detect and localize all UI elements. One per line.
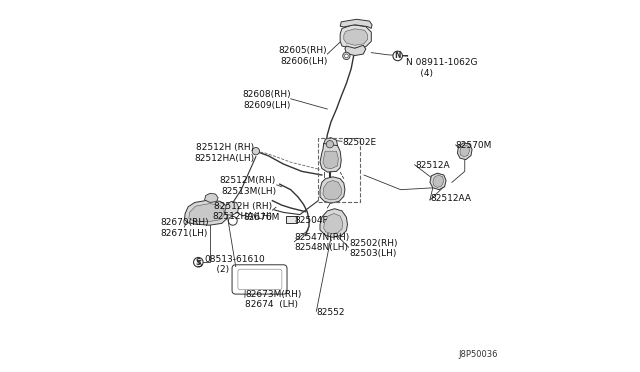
Circle shape [393, 51, 403, 61]
Text: 08513-61610
    (2): 08513-61610 (2) [205, 255, 266, 275]
Polygon shape [324, 138, 337, 151]
Text: 82605(RH)
82606(LH): 82605(RH) 82606(LH) [278, 46, 327, 65]
Polygon shape [189, 203, 224, 222]
Text: 82670(RH)
82671(LH): 82670(RH) 82671(LH) [161, 218, 209, 238]
Polygon shape [323, 151, 339, 169]
Bar [318, 138, 360, 202]
Text: 82673M(RH)
82674  (LH): 82673M(RH) 82674 (LH) [245, 290, 301, 309]
Polygon shape [340, 25, 371, 49]
Text: 82512M(RH)
82513M(LH): 82512M(RH) 82513M(LH) [220, 176, 276, 196]
Text: 82552: 82552 [316, 308, 345, 317]
Polygon shape [184, 200, 228, 225]
Circle shape [342, 52, 350, 60]
Text: 82512AA: 82512AA [430, 194, 471, 203]
Polygon shape [320, 177, 345, 203]
Polygon shape [458, 143, 472, 160]
Circle shape [252, 148, 260, 155]
Text: 82676M: 82676M [243, 213, 280, 222]
Bar [286, 216, 298, 223]
Text: 82512H (RH)
82512HA(LH): 82512H (RH) 82512HA(LH) [212, 202, 273, 221]
Text: 82502(RH)
82503(LH): 82502(RH) 82503(LH) [349, 238, 398, 258]
Polygon shape [344, 29, 367, 45]
Text: 82512A: 82512A [415, 161, 450, 170]
Polygon shape [323, 180, 341, 200]
Polygon shape [345, 45, 366, 55]
Circle shape [344, 54, 348, 58]
Text: N 08911-1062G
     (4): N 08911-1062G (4) [406, 58, 477, 78]
Polygon shape [460, 145, 470, 157]
Text: 82502E: 82502E [342, 138, 376, 147]
Circle shape [193, 257, 203, 267]
Text: 82608(RH)
82609(LH): 82608(RH) 82609(LH) [242, 90, 291, 110]
Polygon shape [433, 175, 444, 187]
Polygon shape [225, 201, 239, 215]
Polygon shape [205, 193, 218, 202]
Text: 82547N(RH)
82548N(LH): 82547N(RH) 82548N(LH) [294, 233, 349, 253]
Text: N: N [394, 51, 401, 60]
Circle shape [326, 141, 333, 148]
Text: S: S [196, 258, 201, 267]
Polygon shape [340, 19, 372, 28]
Text: 82504F: 82504F [294, 216, 328, 225]
Text: 82512H (RH)
82512HA(LH): 82512H (RH) 82512HA(LH) [194, 143, 254, 163]
Polygon shape [320, 144, 341, 172]
Polygon shape [324, 214, 342, 234]
Text: J8P50036: J8P50036 [458, 350, 498, 359]
Polygon shape [430, 173, 446, 190]
Polygon shape [320, 209, 348, 237]
Text: 82570M: 82570M [456, 141, 492, 150]
Text: S: S [196, 260, 202, 269]
